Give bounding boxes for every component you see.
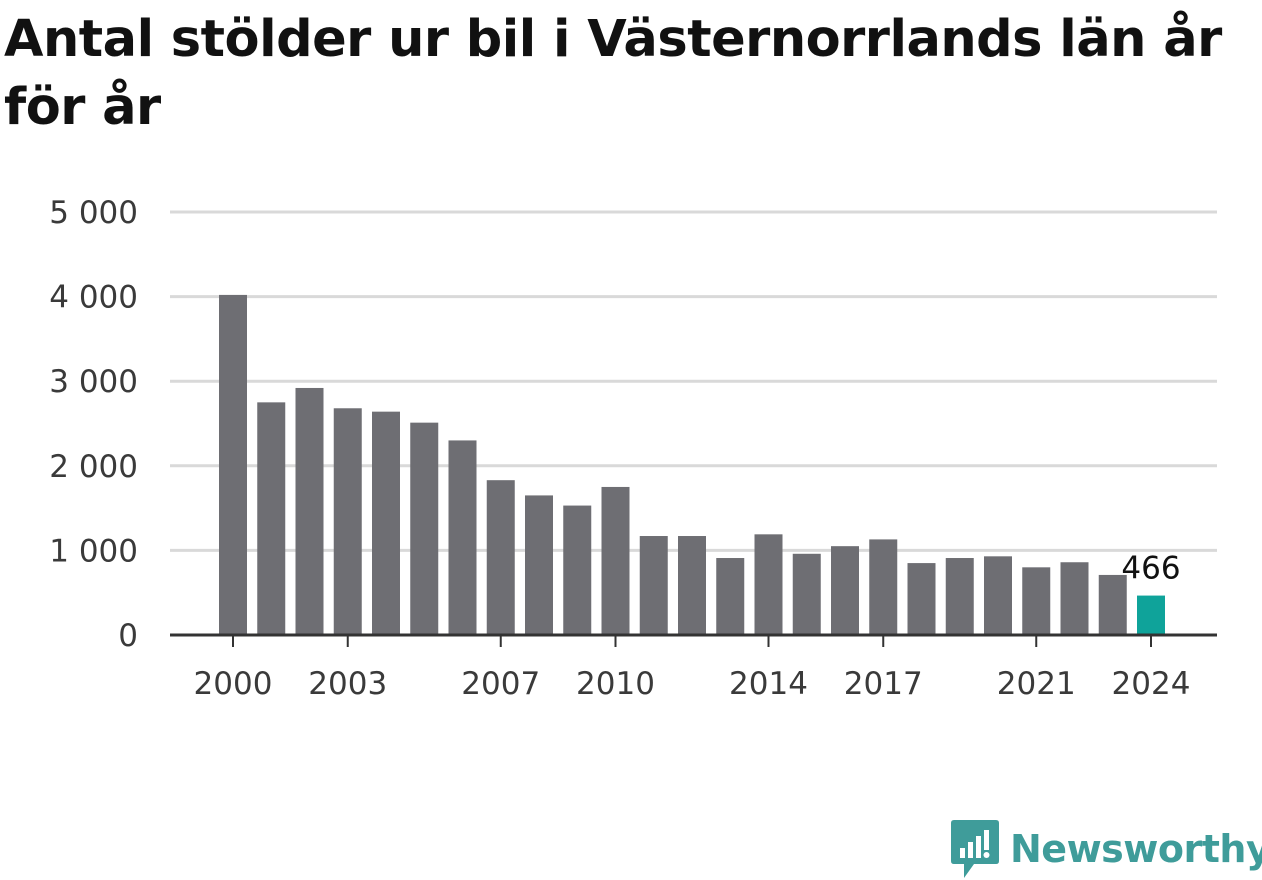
- bars: [219, 294, 1165, 635]
- newsworthy-logo-icon: [951, 820, 999, 878]
- y-tick-label: 5 000: [49, 195, 138, 231]
- bar-2000: [219, 294, 247, 635]
- bar-2005: [410, 422, 439, 635]
- bar-2013: [716, 558, 745, 635]
- data-labels: 466: [1121, 551, 1180, 587]
- bar-2014: [754, 534, 783, 635]
- x-tick-label: 2014: [729, 666, 808, 702]
- x-tick-label: 2010: [576, 666, 655, 702]
- y-tick-label: 1 000: [49, 533, 138, 569]
- y-axis-ticks: 0 1 000 2 000 3 000 4 000 5 000: [49, 195, 138, 654]
- x-axis-ticks: 2000 2003 2007 2010 2014 2017 2021 2024: [194, 635, 1191, 702]
- y-tick-label: 4 000: [49, 280, 138, 316]
- bar-2002: [295, 387, 324, 635]
- bar-2008: [525, 495, 553, 635]
- bar-2020: [984, 556, 1012, 635]
- bar-2016: [831, 546, 859, 635]
- brand-name: Newsworthy: [1010, 827, 1262, 871]
- bar-2021: [1022, 567, 1051, 635]
- y-tick-label: 0: [118, 618, 138, 654]
- x-tick-label: 2000: [194, 666, 273, 702]
- bar-2024: [1137, 595, 1165, 635]
- bar-2023: [1098, 574, 1127, 635]
- y-tick-label: 2 000: [49, 449, 138, 485]
- bar-2012: [678, 536, 706, 635]
- bar-2009: [563, 505, 592, 635]
- bar-2019: [945, 558, 974, 635]
- bar-2011: [639, 536, 668, 635]
- bar-2003: [333, 408, 362, 635]
- bar-2004: [372, 411, 400, 635]
- x-tick-label: 2017: [844, 666, 923, 702]
- x-tick-label: 2007: [461, 666, 540, 702]
- data-label: 466: [1121, 551, 1180, 587]
- bar-2018: [907, 563, 936, 635]
- brand-logo: Newsworthy: [950, 818, 1262, 880]
- bar-2007: [486, 480, 515, 635]
- bar-2015: [792, 553, 821, 635]
- x-tick-label: 2024: [1112, 666, 1191, 702]
- chart-title: Antal stölder ur bil i Västernorrlands l…: [4, 10, 1222, 137]
- bar-2010: [601, 486, 630, 635]
- bar-2022: [1060, 562, 1089, 635]
- grid-lines: [170, 210, 1217, 552]
- x-tick-label: 2021: [997, 666, 1076, 702]
- bar-2006: [448, 440, 477, 635]
- x-tick-label: 2003: [308, 666, 387, 702]
- bar-2001: [257, 402, 286, 635]
- y-tick-label: 3 000: [49, 364, 138, 400]
- bar-2017: [869, 539, 898, 635]
